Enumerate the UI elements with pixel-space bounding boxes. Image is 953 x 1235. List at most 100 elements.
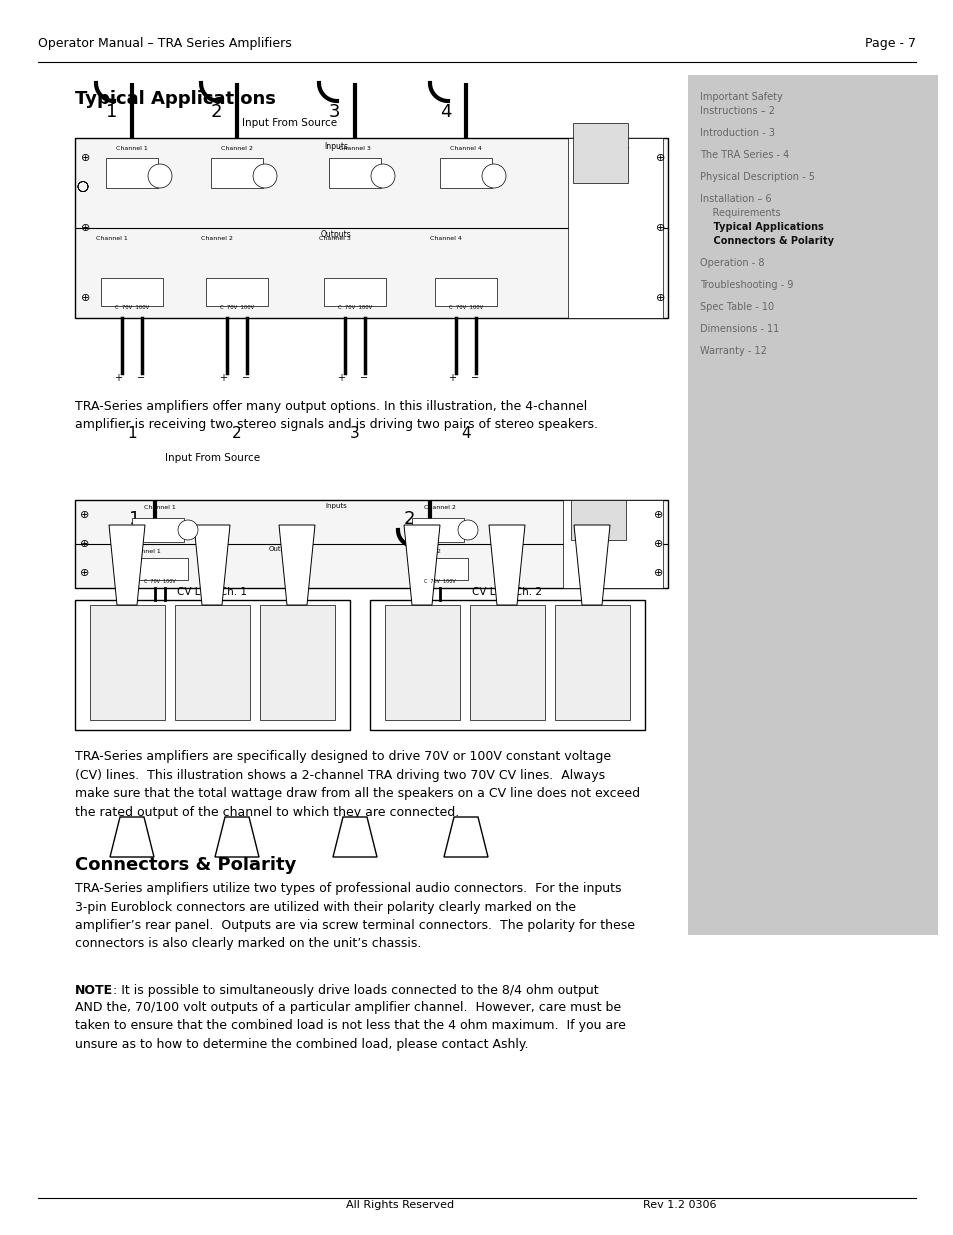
Text: TRA-Series amplifiers utilize two types of professional audio connectors.  For t: TRA-Series amplifiers utilize two types … [75,882,635,951]
Bar [567,138,662,317]
Text: 1: 1 [129,510,140,529]
Polygon shape [278,525,314,605]
Text: Standby    Power: Standby Power [582,146,629,151]
Text: 4: 4 [439,103,451,121]
Text: ⊕: ⊕ [80,510,90,520]
Text: Warranty - 12: Warranty - 12 [700,346,766,356]
Text: −: − [242,373,250,383]
Text: ⊕: ⊕ [656,293,664,303]
Text: 4: 4 [460,426,471,441]
Text: Channel 2: Channel 2 [221,146,253,151]
Text: Spec Table - 10: Spec Table - 10 [700,303,773,312]
Text: Channel 1: Channel 1 [144,505,175,510]
Text: ⊕: ⊕ [656,153,664,163]
Text: Inputs: Inputs [324,142,348,151]
Text: Introduction - 3: Introduction - 3 [700,128,774,138]
Text: ⊕: ⊕ [80,538,90,550]
Bar [101,278,163,306]
Text: −: − [359,373,368,383]
Text: Input From Source: Input From Source [165,453,260,463]
Bar [555,605,629,720]
Text: Instructions – 2: Instructions – 2 [700,106,774,116]
Text: Outputs: Outputs [320,230,351,240]
Bar [470,605,544,720]
Bar [370,600,644,730]
Text: +: + [113,373,122,383]
Text: Channel 4: Channel 4 [430,236,461,241]
Polygon shape [109,525,145,605]
Bar [206,278,268,306]
Text: −: − [137,373,145,383]
Text: 2: 2 [232,426,241,441]
Text: CV Line Ch. 1: CV Line Ch. 1 [177,587,247,597]
Circle shape [481,164,505,188]
Text: ⊕: ⊕ [654,568,662,578]
Text: Channel 3: Channel 3 [318,236,351,241]
Text: ⊕: ⊕ [654,510,662,520]
Bar [75,138,667,317]
Text: Important Safety: Important Safety [700,91,781,103]
Circle shape [457,520,477,540]
Text: NOTE: NOTE [75,984,113,997]
Text: Typical Applications: Typical Applications [700,222,822,232]
Text: +: + [336,373,345,383]
Bar [260,605,335,720]
Bar [410,558,468,580]
Text: Channel 2: Channel 2 [424,505,456,510]
Text: Operator Manual – TRA Series Amplifiers: Operator Manual – TRA Series Amplifiers [38,37,292,49]
Text: +: + [448,373,456,383]
Text: Requirements: Requirements [700,207,780,219]
Bar [435,278,497,306]
Text: Installation – 6: Installation – 6 [700,194,771,204]
Text: C  70V  100V: C 70V 100V [144,579,175,584]
Polygon shape [333,818,376,857]
Text: C  70V  100V: C 70V 100V [114,305,149,310]
Bar [130,558,188,580]
Circle shape [148,164,172,188]
Bar [439,158,492,188]
Text: C  70V  100V: C 70V 100V [424,579,456,584]
Text: 2: 2 [403,510,416,529]
Text: Channel 1: Channel 1 [96,236,128,241]
Text: Page - 7: Page - 7 [864,37,915,49]
Polygon shape [214,818,258,857]
Polygon shape [193,525,230,605]
Circle shape [253,164,276,188]
Text: 1: 1 [106,103,117,121]
Bar [687,75,937,935]
Text: ⊕: ⊕ [81,293,91,303]
Text: Typical Applications: Typical Applications [75,90,275,107]
Bar [75,500,667,588]
Bar [412,517,463,542]
Text: Connectors & Polarity: Connectors & Polarity [700,236,833,246]
Bar [211,158,263,188]
Text: Channel 2: Channel 2 [409,550,440,555]
Text: Troubleshooting - 9: Troubleshooting - 9 [700,280,793,290]
Text: 1: 1 [127,426,136,441]
Text: Channel 2: Channel 2 [201,236,233,241]
Text: +: + [219,373,227,383]
Text: amplifier is receiving two stereo signals and is driving two pairs of stereo spe: amplifier is receiving two stereo signal… [75,417,598,431]
Text: −: − [471,373,478,383]
Text: 3: 3 [350,426,359,441]
Text: AND the, 70/100 volt outputs of a particular amplifier channel.  However, care m: AND the, 70/100 volt outputs of a partic… [75,1002,625,1051]
Bar [324,278,386,306]
Text: Channel 3: Channel 3 [338,146,371,151]
Text: Channel 1: Channel 1 [116,146,148,151]
Polygon shape [110,818,153,857]
Polygon shape [574,525,609,605]
Text: 3: 3 [329,103,340,121]
Circle shape [371,164,395,188]
Text: 2: 2 [211,103,222,121]
Polygon shape [403,525,439,605]
Bar [132,517,184,542]
Text: TRA-Series amplifiers are specifically designed to drive 70V or 100V constant vo: TRA-Series amplifiers are specifically d… [75,750,639,819]
Text: Rev 1.2 0306: Rev 1.2 0306 [642,1200,716,1210]
Text: CV Line Ch. 2: CV Line Ch. 2 [472,587,541,597]
Text: Physical Description - 5: Physical Description - 5 [700,172,814,182]
Text: ⊕: ⊕ [654,538,662,550]
Text: Standby    Power: Standby Power [573,506,618,511]
Text: ⊕: ⊕ [656,224,664,233]
Text: Channel 4: Channel 4 [450,146,481,151]
Text: TRA-Series amplifiers offer many output options. In this illustration, the 4-cha: TRA-Series amplifiers offer many output … [75,400,587,412]
